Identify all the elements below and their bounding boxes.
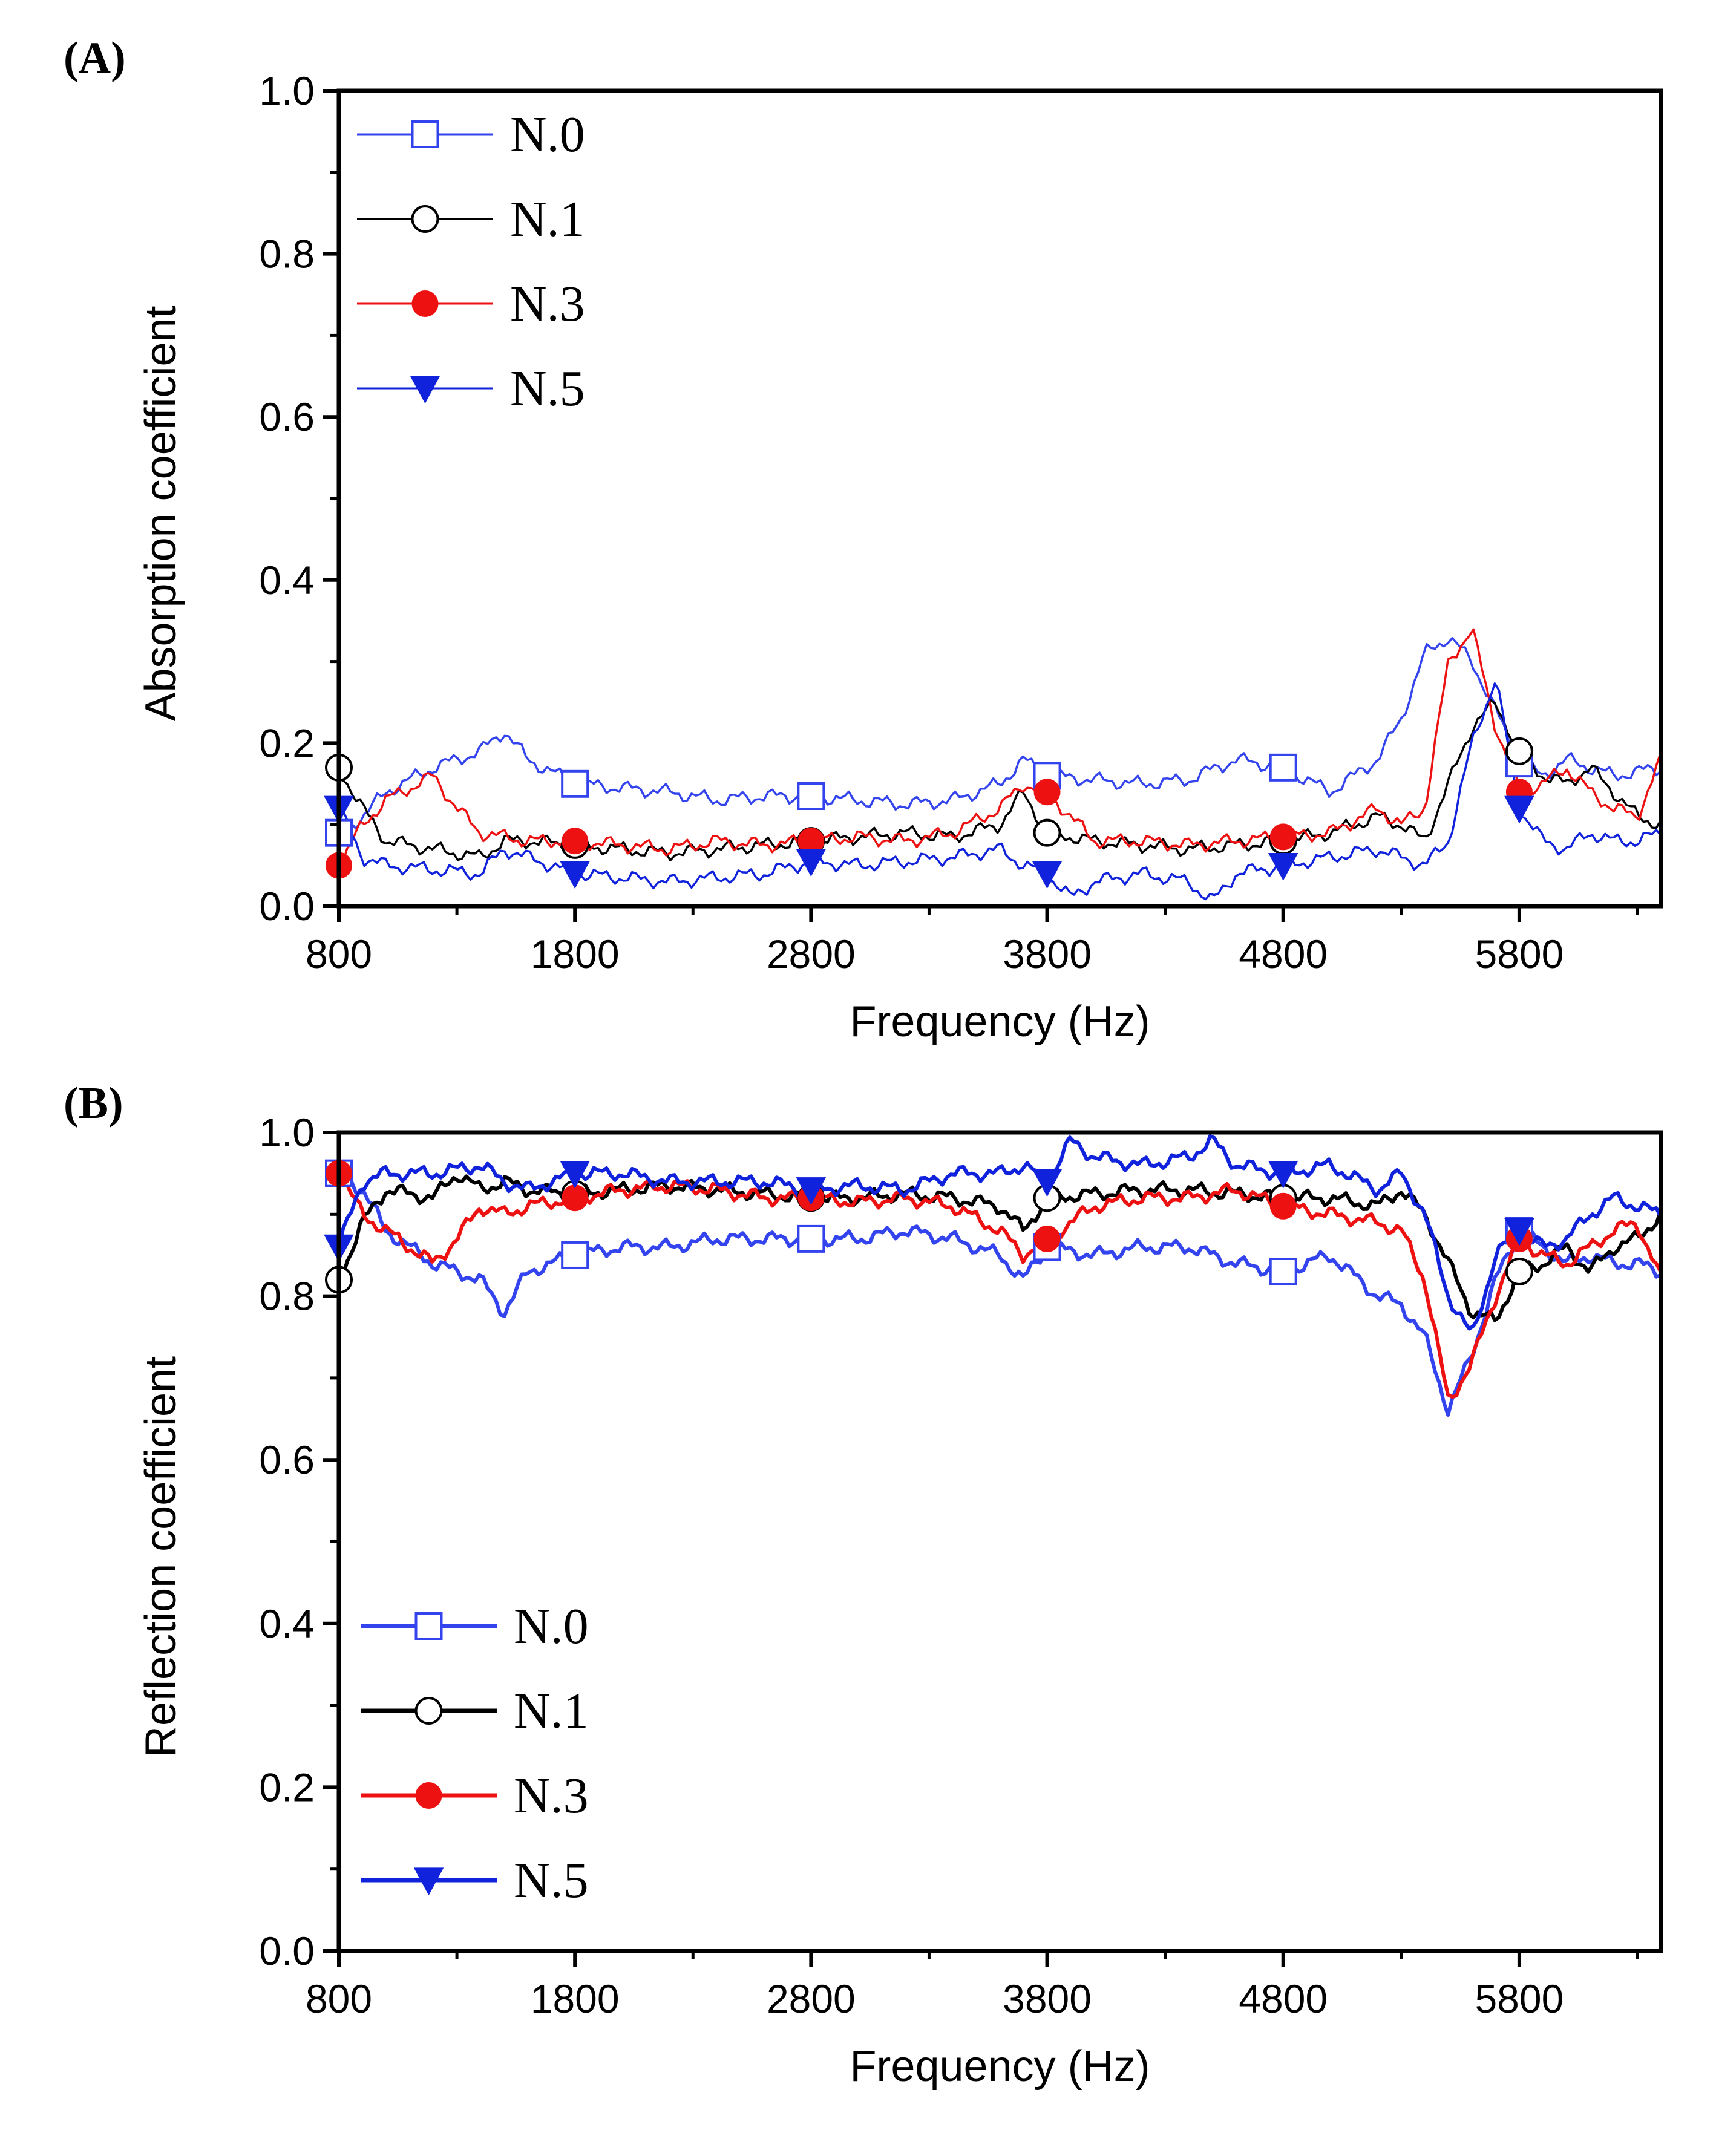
y-tick-label: 0.6 bbox=[259, 1437, 315, 1482]
x-tick-label: 3800 bbox=[1003, 1976, 1092, 2021]
y-tick-label: 0.0 bbox=[259, 1929, 315, 1973]
data-point-N.0-1800 bbox=[561, 769, 589, 798]
series-line-N.0 bbox=[339, 637, 1661, 830]
data-point-N.1-5800 bbox=[1505, 737, 1533, 765]
data-point-N.3-1800 bbox=[562, 828, 589, 855]
data-point-N.5-2800 bbox=[796, 849, 827, 877]
series-line-N.1 bbox=[339, 1174, 1661, 1322]
y-tick-label: 0.2 bbox=[259, 1765, 315, 1809]
data-point-N.5-1800 bbox=[560, 861, 590, 889]
x-tick-label: 5800 bbox=[1475, 1976, 1564, 2021]
data-point-N.5-3800 bbox=[1032, 861, 1063, 889]
legend-marker-N.5 bbox=[413, 1867, 444, 1896]
panel-label: (A) bbox=[64, 33, 126, 83]
data-point-N.0-4800 bbox=[1269, 1258, 1297, 1286]
legend-label-N.0: N.0 bbox=[510, 106, 585, 163]
series-line-N.0 bbox=[339, 1165, 1661, 1417]
series-line-N.3 bbox=[339, 628, 1661, 874]
data-point-N.0-1800 bbox=[561, 1241, 589, 1269]
data-point-N.0-4800 bbox=[1269, 753, 1297, 782]
data-point-N.5-1800 bbox=[560, 1161, 590, 1189]
legend-marker-N.5 bbox=[410, 376, 440, 404]
x-tick-label: 5800 bbox=[1475, 932, 1564, 976]
y-tick-label: 0.4 bbox=[259, 558, 315, 603]
legend-label-N.1: N.1 bbox=[514, 1683, 589, 1739]
legend-marker-N.3 bbox=[415, 1782, 442, 1809]
legend-marker-N.3 bbox=[411, 290, 439, 317]
y-tick-label: 0.8 bbox=[259, 1274, 315, 1319]
legend-label-N.0: N.0 bbox=[514, 1598, 589, 1655]
legend-marker-N.1 bbox=[414, 1697, 443, 1725]
panel-label: (B) bbox=[64, 1079, 123, 1128]
data-point-N.5-2800 bbox=[796, 1177, 827, 1205]
x-tick-label: 800 bbox=[306, 932, 372, 976]
data-point-N.5-4800 bbox=[1268, 852, 1298, 881]
series-line-N.3 bbox=[339, 1178, 1661, 1399]
x-axis-title: Frequency (Hz) bbox=[850, 998, 1150, 1046]
data-point-N.5-3800 bbox=[1032, 1169, 1063, 1197]
y-tick-label: 0.6 bbox=[259, 394, 315, 439]
x-tick-label: 3800 bbox=[1003, 932, 1092, 976]
data-point-N.0-2800 bbox=[797, 1224, 825, 1253]
y-tick-label: 0.0 bbox=[259, 884, 315, 929]
legend-marker-N.0 bbox=[414, 1612, 443, 1640]
data-point-N.5-5800 bbox=[1504, 795, 1534, 824]
y-tick-label: 1.0 bbox=[259, 1110, 315, 1155]
data-point-N.1-3800 bbox=[1033, 818, 1061, 847]
legend-marker-N.1 bbox=[411, 205, 439, 233]
panel-a: 0.0 0.2 0.4 0.6 0.8 1.0 800 1800 2800 3800 4800 580… bbox=[64, 33, 1663, 1046]
legend-label-N.5: N.5 bbox=[510, 361, 585, 417]
legend-label-N.3: N.3 bbox=[510, 276, 585, 332]
y-tick-label: 0.2 bbox=[259, 720, 315, 765]
legend-marker-N.0 bbox=[411, 120, 439, 148]
x-tick-label: 4800 bbox=[1239, 1976, 1328, 2021]
plot-area bbox=[339, 628, 1661, 901]
data-point-N.3-3800 bbox=[1033, 779, 1061, 806]
series-line-N.5 bbox=[339, 1134, 1661, 1331]
panel-b: 0.0 0.2 0.4 0.6 0.8 1.0 800 1800 2800 3800 4800 580… bbox=[64, 1079, 1663, 2091]
x-tick-label: 800 bbox=[306, 1976, 372, 2021]
x-tick-label: 4800 bbox=[1239, 932, 1328, 976]
data-point-N.3-3800 bbox=[1033, 1225, 1061, 1252]
y-axis-title: Absorption coefficient bbox=[137, 305, 185, 721]
data-point-N.1-5800 bbox=[1505, 1258, 1533, 1286]
plot-area bbox=[339, 1134, 1661, 1417]
data-point-N.5-5800 bbox=[1504, 1218, 1534, 1246]
x-axis-title: Frequency (Hz) bbox=[850, 2042, 1150, 2091]
y-tick-label: 1.0 bbox=[259, 68, 315, 113]
x-tick-label: 2800 bbox=[767, 932, 856, 976]
legend-label-N.3: N.3 bbox=[514, 1768, 589, 1824]
x-tick-label: 1800 bbox=[531, 1976, 620, 2021]
data-point-N.3-1800 bbox=[562, 1184, 589, 1212]
y-axis-title: Reflection coefficient bbox=[137, 1356, 185, 1757]
legend-label-N.1: N.1 bbox=[510, 191, 585, 247]
data-point-N.3-4800 bbox=[1269, 823, 1297, 851]
x-tick-label: 2800 bbox=[767, 1976, 856, 2021]
x-tick-label: 1800 bbox=[531, 932, 620, 976]
y-tick-label: 0.4 bbox=[259, 1601, 315, 1646]
series-line-N.5 bbox=[339, 682, 1661, 901]
y-tick-label: 0.8 bbox=[259, 232, 315, 276]
data-point-N.3-4800 bbox=[1269, 1192, 1297, 1220]
legend-label-N.5: N.5 bbox=[514, 1852, 589, 1909]
data-point-N.0-2800 bbox=[797, 782, 825, 811]
data-point-N.5-4800 bbox=[1268, 1161, 1298, 1189]
